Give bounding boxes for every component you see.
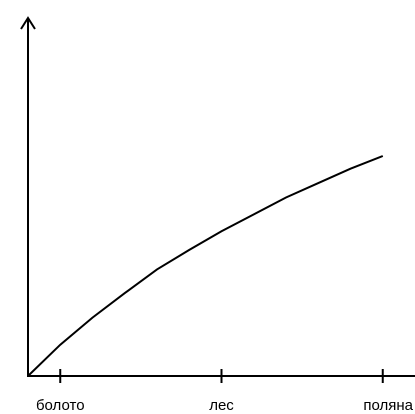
y-axis-arrow [20, 16, 36, 30]
series-line [27, 155, 384, 376]
x-ticks [59, 369, 384, 383]
x-tick-label-les: лес [209, 397, 234, 414]
x-tick-label-bolotо: болото [36, 397, 85, 414]
x-tick-label-polyana: поляна [363, 397, 413, 414]
